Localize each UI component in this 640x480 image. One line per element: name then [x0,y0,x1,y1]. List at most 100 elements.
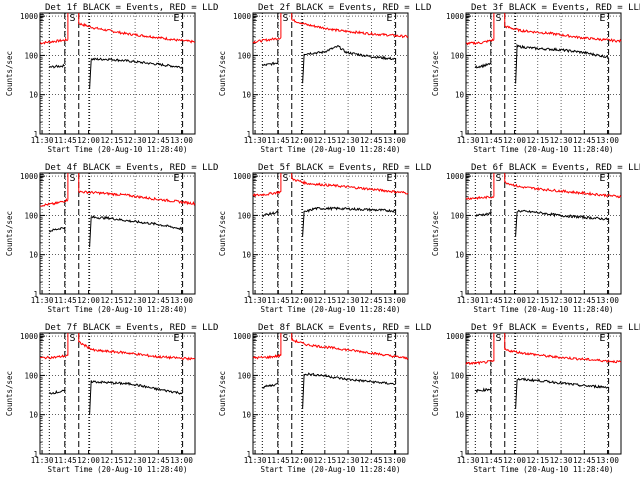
x-tick-label: 12:45 [360,456,383,465]
y-tick-label: 10 [455,251,465,260]
y-axis-label: Counts/sec [5,371,14,416]
x-tick-label: 12:00 [77,136,100,145]
interval-marker-e: E [386,333,392,344]
y-tick-label: 10 [242,411,252,420]
chart-panel-3: Det 3f BLACK = Events, RED = LLD 11:30 11:… [431,3,640,154]
interval-marker-e: E [599,13,605,24]
y-tick-label: 1 [33,450,38,459]
interval-marker-s: S [496,173,502,184]
x-axis-label: Start Time (20-Aug-10 11:28:40) [48,305,188,314]
x-axis-label: Start Time (20-Aug-10 11:28:40) [474,145,614,154]
x-tick-label: 12:45 [360,136,383,145]
events-trace-segment [89,380,183,415]
y-tick-label: 10 [242,91,252,100]
plot-frame [39,12,196,135]
x-tick-label: 11:45 [54,136,77,145]
x-tick-label: 12:00 [290,456,313,465]
x-tick-label: 12:30 [124,136,147,145]
x-tick-label: 12:00 [503,456,526,465]
x-tick-label: 13:00 [170,456,193,465]
y-tick-label: 1 [246,130,251,139]
lld-trace-segment [504,25,622,43]
chart-title: Det 5f BLACK = Events, RED = LLD [258,163,431,173]
interval-marker-s: S [70,333,76,344]
x-tick-label: 11:45 [480,456,503,465]
lld-trace-segment [465,195,495,201]
interval-marker-e: E [252,13,258,24]
events-trace-segment [49,63,65,69]
chart-title: Det 7f BLACK = Events, RED = LLD [45,323,218,333]
y-tick-label: 1 [459,290,464,299]
x-tick-label: 12:15 [101,136,124,145]
events-trace-segment [89,215,183,248]
x-tick-label: 11:45 [267,296,290,305]
x-tick-label: 11:45 [54,296,77,305]
x-tick-label: 12:00 [503,136,526,145]
y-tick-label: 1 [246,290,251,299]
lld-trace-segment [252,353,282,360]
x-tick-label: 12:30 [337,296,360,305]
events-trace-segment [302,372,396,409]
chart-title: Det 1f BLACK = Events, RED = LLD [45,3,218,13]
y-tick-label: 100 [237,51,251,60]
plot-frame [39,332,196,455]
x-tick-label: 12:15 [314,136,337,145]
interval-marker-s: S [496,333,502,344]
x-tick-label: 12:45 [573,296,596,305]
plot-frame [465,332,622,455]
y-tick-label: 1000 [20,172,39,181]
interval-marker-e: E [252,333,258,344]
interval-marker-s: S [70,173,76,184]
y-tick-label: 1000 [233,332,252,341]
interval-marker-s: S [283,333,289,344]
chart-panel-2: Det 2f BLACK = Events, RED = LLD 11:30 11:… [218,3,431,154]
y-tick-label: 100 [24,371,38,380]
x-tick-label: 12:30 [337,456,360,465]
interval-marker-e: E [173,333,179,344]
x-tick-label: 13:00 [596,456,619,465]
y-tick-label: 1000 [446,332,465,341]
lld-trace-spike [280,333,293,356]
lld-trace-segment [78,190,196,206]
events-trace-segment [515,209,609,237]
lld-trace-segment [78,340,196,361]
events-trace-segment [261,383,279,389]
x-tick-label: 11:45 [480,136,503,145]
y-tick-label: 1 [246,450,251,459]
y-tick-label: 10 [29,251,39,260]
events-trace-segment [474,62,492,69]
y-tick-label: 100 [237,371,251,380]
x-tick-label: 12:30 [124,456,147,465]
events-trace-segment [89,57,183,89]
x-tick-label: 13:00 [170,296,193,305]
x-axis-label: Start Time (20-Aug-10 11:28:40) [261,305,401,314]
chart-title: Det 6f BLACK = Events, RED = LLD [471,163,640,173]
interval-marker-s: S [283,13,289,24]
y-axis-label: Counts/sec [5,51,14,96]
plot-frame [465,12,622,135]
events-trace-segment [261,210,279,218]
lld-trace-spike [67,173,80,200]
x-tick-label: 12:30 [337,136,360,145]
lld-trace-spike [493,333,506,362]
chart-panel-4: Det 4f BLACK = Events, RED = LLD 11:30 11:… [5,163,218,314]
chart-title: Det 2f BLACK = Events, RED = LLD [258,3,431,13]
lld-trace-segment [504,181,622,199]
lld-trace-segment [291,177,409,195]
y-tick-label: 1000 [233,12,252,21]
events-trace-segment [474,212,492,218]
lld-trace-segment [252,190,281,198]
interval-marker-e: E [39,173,45,184]
x-tick-label: 12:00 [503,296,526,305]
interval-marker-e: E [386,173,392,184]
x-tick-label: 12:00 [77,296,100,305]
lld-trace-spike [67,13,80,40]
lld-trace-spike [67,333,80,356]
y-tick-label: 1000 [446,12,465,21]
y-tick-label: 100 [450,371,464,380]
x-tick-label: 12:15 [101,456,124,465]
x-tick-label: 11:30 [457,296,480,305]
events-trace-segment [515,377,609,409]
